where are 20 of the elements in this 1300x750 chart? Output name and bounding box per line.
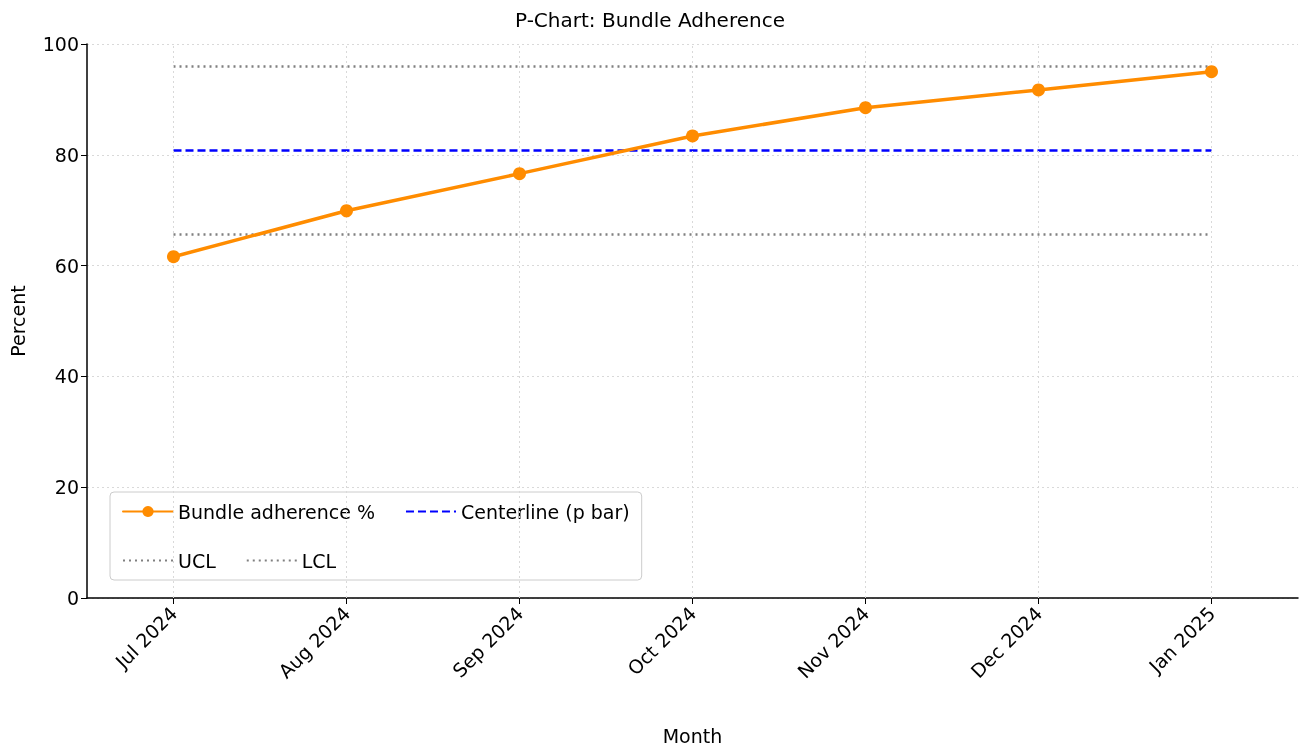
point: [340, 204, 353, 218]
legend-label: LCL: [301, 549, 337, 572]
legend-label: UCL: [178, 549, 217, 572]
x-axis-title: Month: [662, 724, 723, 747]
y-axis-title: Percent: [6, 285, 29, 357]
point: [686, 129, 699, 143]
point: [1205, 65, 1218, 79]
legend-label: Bundle adherence %: [178, 500, 375, 523]
y-tick-label: 0: [66, 587, 79, 609]
y-tick-label: 80: [54, 143, 79, 166]
chart-title: P-Chart: Bundle Adherence: [515, 8, 785, 32]
point: [859, 101, 872, 115]
legend-label: Centerline (p bar): [460, 500, 630, 523]
point: [1032, 83, 1045, 97]
y-tick-label: 100: [42, 33, 79, 55]
point: [513, 167, 526, 181]
point: [167, 250, 180, 264]
y-tick-label: 40: [54, 365, 79, 388]
y-tick-label: 60: [54, 254, 79, 277]
y-tick-label: 20: [54, 476, 79, 499]
